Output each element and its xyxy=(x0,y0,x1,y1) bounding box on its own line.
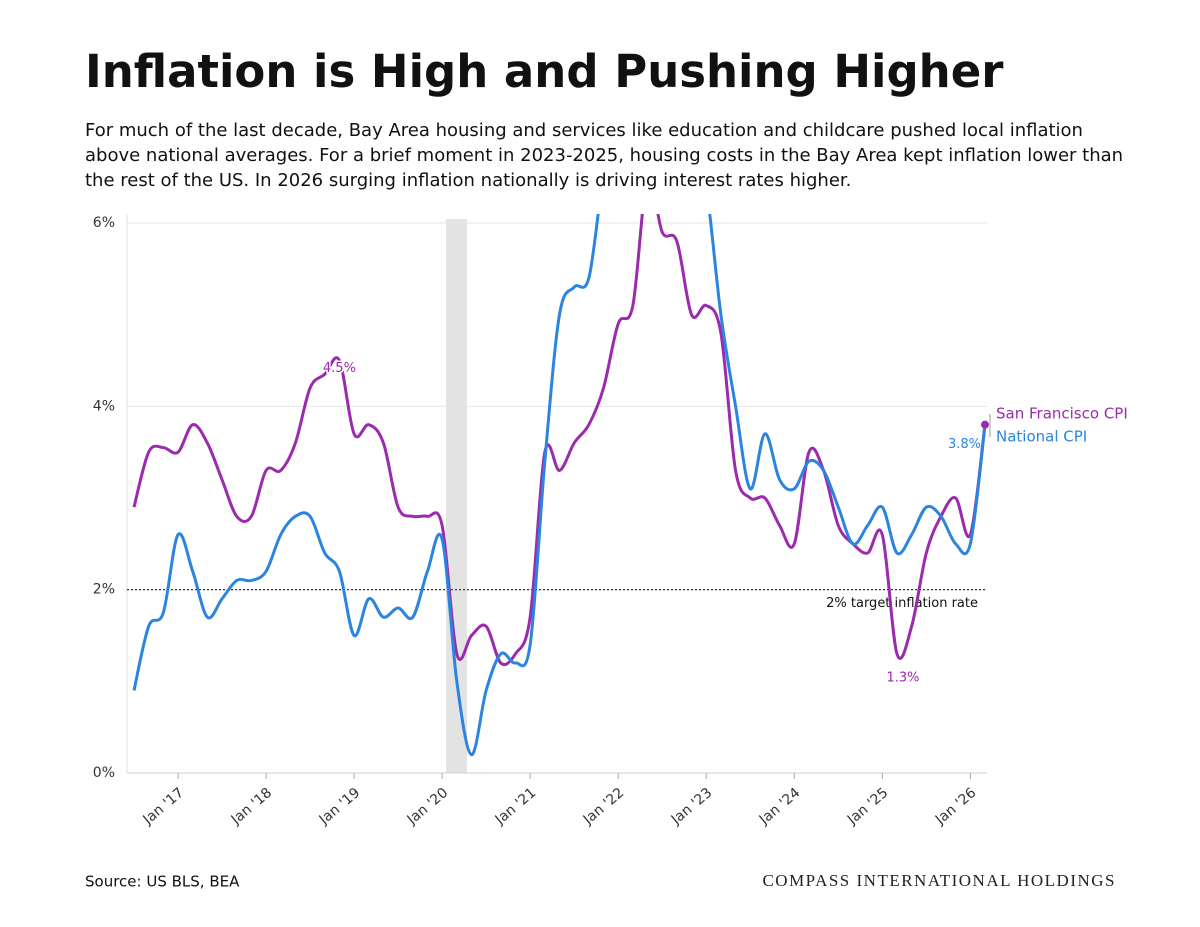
x-tick-label: Jan '20 xyxy=(404,785,452,829)
x-tick-label: Jan '25 xyxy=(844,785,892,829)
subtitle-line: For much of the last decade, Bay Area ho… xyxy=(85,120,1083,141)
x-tick-label: Jan '17 xyxy=(140,785,188,829)
x-tick-label: Jan '18 xyxy=(228,785,276,829)
source: Source: US BLS, BEA xyxy=(85,873,240,891)
data-label: 1.3% xyxy=(886,670,919,685)
subtitle-line: the rest of the US. In 2026 surging infl… xyxy=(85,170,851,191)
y-tick-label: 6% xyxy=(93,215,115,231)
x-tick-label: Jan '23 xyxy=(668,785,716,829)
y-tick-label: 4% xyxy=(93,398,115,414)
data-label: 3.8% xyxy=(948,437,981,452)
target-label: 2% target inflation rate xyxy=(826,596,978,611)
chart-title: Inflation is High and Pushing Higher xyxy=(85,45,1004,98)
x-tick-label: Jan '24 xyxy=(756,785,804,829)
series-line xyxy=(132,214,987,757)
subtitle-line: above national averages. For a brief mom… xyxy=(85,145,1123,166)
plot-area xyxy=(132,214,987,757)
y-tick-label: 2% xyxy=(93,582,115,598)
x-tick-label: Jan '22 xyxy=(580,785,628,829)
end-dot xyxy=(981,420,989,429)
data-label: 4.5% xyxy=(323,361,356,376)
x-tick-label: Jan '21 xyxy=(492,785,540,829)
series-line xyxy=(132,214,987,667)
brand: COMPASS INTERNATIONAL HOLDINGS xyxy=(762,871,1116,890)
x-tick-label: Jan '26 xyxy=(932,785,980,829)
legend-label: San Francisco CPI xyxy=(996,405,1128,423)
x-tick-label: Jan '19 xyxy=(316,785,364,829)
y-tick-label: 0% xyxy=(93,765,115,781)
legend-label: National CPI xyxy=(996,428,1087,446)
